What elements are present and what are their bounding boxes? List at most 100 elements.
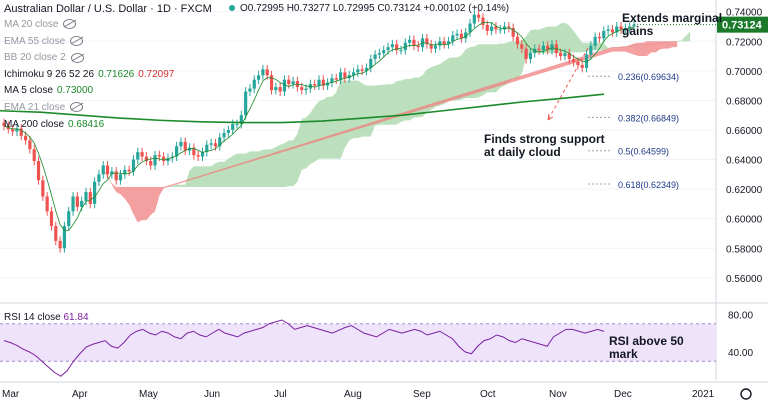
candle-body [498,29,502,31]
candle-body [317,79,321,86]
candle-body [451,35,455,42]
price-tick-label: 0.74000 [726,8,763,19]
candle-body [179,141,183,147]
candle-body [97,174,101,182]
candle-body [628,26,632,28]
hidden-eye-icon[interactable] [70,52,84,63]
candle-body [442,41,446,45]
legend-item[interactable]: EMA 55 close [4,35,84,48]
legend-item[interactable]: Ichimoku 9 26 52 26 0.71626 0.72097 [4,68,174,81]
candle-body [282,79,287,92]
candle-body [187,147,192,151]
candle-body [269,75,274,91]
candle-body [80,200,84,207]
price-axis[interactable]: 0.74000 0.72000 0.70000 0.68000 0.66000 0.640… [634,0,768,380]
candle-body [162,156,166,162]
candle-body [559,53,563,57]
candle-body [606,29,610,31]
candle-body [149,161,153,166]
candle-body [334,78,338,80]
candle-body [593,36,597,46]
candle-body [373,54,377,60]
time-tick-label: Dec [614,389,632,400]
candle-body [528,53,533,60]
legend-item[interactable]: BB 20 close 2 [4,51,84,64]
candle-body [205,144,209,153]
candle-body [602,30,606,39]
candle-body [304,88,308,91]
time-axis[interactable]: Mar Apr May Jun Jul Aug Sep Oct Nov Dec 2021 [0,381,768,400]
candle-body [84,192,88,201]
candle-body [597,36,602,39]
candle-body [403,42,407,51]
candle-body [524,48,528,60]
candle-body [49,211,54,227]
support-arrow [547,47,589,121]
hidden-eye-icon[interactable] [63,19,77,30]
candle-body [261,69,265,76]
candle-body [326,82,330,86]
legend-label: Ichimoku 9 26 52 26 [4,68,95,80]
candle-body [88,192,92,204]
candle-body [278,87,282,92]
chart-title: Australian Dollar / U.S. Dollar · 1D · F… [4,3,212,15]
candle-body [515,36,520,45]
ma5-line [3,21,635,231]
candle-body [343,72,347,79]
candle-body [93,181,97,204]
candle-body [364,67,369,71]
candle-body [395,44,399,51]
candle-body [433,45,438,49]
hidden-eye-icon[interactable] [70,102,84,113]
legend-item[interactable]: EMA 21 close [4,101,84,114]
candle-body [338,72,343,80]
candle-body [153,155,157,166]
time-tick-label: Sep [413,389,431,400]
time-tick-label: Nov [549,389,567,400]
candle-body [287,79,291,85]
candle-body [28,140,32,150]
candle-body [144,156,148,162]
time-tick-label: Jun [204,389,220,400]
candle-body [580,64,584,68]
candle-body [429,44,433,49]
time-tick-label: Jul [274,389,287,400]
candle-body [412,39,416,46]
price-tick-label: 0.56000 [726,274,763,285]
candle-body [175,146,179,157]
legend-item[interactable]: MA 5 close 0.73000 [4,84,93,97]
candle-body [459,33,463,39]
candle-body [256,75,261,80]
candle-body [382,50,386,54]
legend-item[interactable]: MA 200 close 0.68416 [4,118,104,131]
legend-value: 0.71626 [98,68,135,80]
candle-body [244,91,248,116]
candle-body [105,165,110,175]
candle-body [351,72,356,76]
rsi-pane[interactable]: 80.00 40.00 [0,302,768,377]
candle-body [576,61,580,65]
support-arrowhead [547,113,554,121]
ichimoku-cloud [103,22,691,223]
legend-label: MA 200 close [4,118,65,130]
candle-body [541,45,545,51]
legend-label: BB 20 close 2 [4,52,66,64]
candle-body [32,149,36,162]
candle-body [295,81,300,88]
hidden-eye-icon[interactable] [70,35,84,46]
candle-body [58,240,62,249]
legend-label: EMA 55 close [4,35,66,47]
legend-item[interactable]: MA 20 close [4,18,77,31]
candle-body [507,26,511,28]
candle-body [485,25,489,31]
candle-body [41,180,45,197]
candle-body [425,38,429,45]
market-status-dot [229,5,235,11]
candle-body [300,87,304,91]
candle-body [537,48,541,51]
candle-body [222,132,226,138]
price-tick-label: 0.70000 [726,67,763,78]
candle-body [62,226,67,249]
candle-body [239,115,243,125]
